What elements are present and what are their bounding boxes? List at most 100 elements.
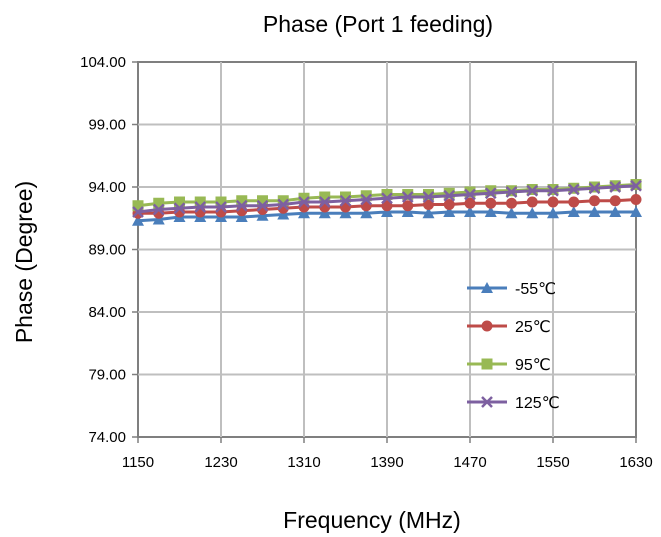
data-point [298, 196, 310, 208]
legend: -55℃ 25℃ 95℃ 125℃ [467, 281, 560, 412]
data-point [526, 184, 539, 197]
legend-marker [481, 320, 493, 332]
data-point [505, 186, 518, 198]
data-point [174, 196, 185, 208]
data-point [547, 207, 559, 219]
data-point [568, 196, 580, 208]
data-point [588, 182, 601, 195]
data-point [401, 191, 414, 203]
data-point [173, 202, 186, 215]
data-point [484, 187, 497, 200]
data-point [381, 200, 393, 212]
data-point [215, 201, 227, 213]
data-point [547, 184, 559, 197]
data-point [464, 206, 476, 217]
data-point [381, 189, 393, 200]
legend-item: -55℃ [467, 281, 556, 298]
data-point [526, 207, 539, 219]
data-point [339, 194, 352, 207]
data-point [485, 197, 497, 209]
legend-item: 25℃ [467, 319, 551, 336]
x-tick-label: 1390 [370, 454, 403, 471]
legend-label: 25℃ [515, 319, 551, 336]
data-point [256, 199, 269, 212]
data-point [630, 194, 642, 205]
x-axis-ticks: 1150 1230 1310 1390 1470 1550 1630 [122, 437, 653, 471]
data-point [443, 199, 455, 210]
data-point [526, 196, 538, 208]
data-point [464, 186, 476, 198]
x-tick-label: 1470 [453, 454, 486, 471]
data-point [505, 207, 518, 219]
data-point [630, 179, 642, 192]
data-point [256, 209, 269, 221]
y-tick-label: 79.00 [88, 367, 126, 384]
data-point [381, 192, 393, 205]
data-point [609, 181, 622, 193]
data-point [506, 197, 517, 209]
legend-marker [481, 358, 493, 370]
data-point [381, 206, 393, 217]
data-point [277, 208, 290, 220]
chart-title: Phase (Port 1 feeding) [263, 11, 493, 37]
data-point [319, 191, 331, 203]
data-point [422, 207, 435, 219]
legend-label: 125℃ [515, 395, 560, 412]
legend-item: 95℃ [467, 357, 551, 374]
data-point [132, 214, 144, 226]
y-tick-label: 99.00 [88, 117, 126, 134]
data-point [464, 197, 476, 209]
legend-item: 125℃ [467, 395, 560, 412]
legend-label: 95℃ [515, 357, 551, 374]
legend-label: -55℃ [515, 281, 556, 298]
data-point [588, 206, 601, 217]
data-point [360, 190, 372, 202]
data-point [464, 188, 476, 201]
y-tick-label: 94.00 [88, 179, 126, 196]
data-point [443, 189, 456, 202]
data-point [318, 207, 331, 219]
data-point [340, 191, 351, 203]
data-point [277, 198, 290, 211]
data-point [567, 206, 580, 217]
x-tick-label: 1310 [287, 454, 320, 471]
data-point [132, 200, 144, 212]
data-point [298, 192, 310, 204]
data-point [257, 195, 268, 207]
data-point [235, 211, 248, 222]
data-point [339, 207, 352, 219]
y-tick-label: 89.00 [88, 242, 126, 259]
data-point [360, 207, 373, 219]
data-point [401, 206, 414, 217]
data-point [422, 191, 435, 203]
data-point [152, 203, 165, 216]
x-axis-label: Frequency (MHz) [283, 507, 461, 533]
data-point [152, 213, 165, 225]
data-point [402, 189, 414, 200]
legend-marker [481, 396, 493, 408]
data-point [298, 207, 310, 219]
series-layer [132, 179, 642, 226]
data-point [194, 196, 206, 208]
data-point [547, 196, 559, 208]
x-tick-label: 1150 [122, 454, 154, 471]
y-tick-label: 74.00 [88, 429, 126, 446]
data-point [423, 199, 434, 210]
data-point [318, 196, 331, 208]
x-tick-label: 1230 [204, 454, 237, 471]
data-point [609, 206, 622, 217]
data-point [277, 195, 289, 207]
data-point [485, 185, 497, 197]
x-tick-label: 1630 [619, 454, 652, 471]
data-point [609, 195, 621, 207]
data-point [630, 206, 642, 217]
data-point [215, 196, 227, 208]
y-tick-label: 84.00 [88, 304, 126, 321]
data-point [423, 189, 434, 200]
data-point [236, 195, 248, 207]
y-axis-ticks: 74.00 79.00 84.00 89.00 94.00 99.00 104.00 [80, 54, 138, 446]
data-point [194, 201, 207, 213]
data-point [484, 206, 497, 217]
data-point [360, 193, 373, 206]
